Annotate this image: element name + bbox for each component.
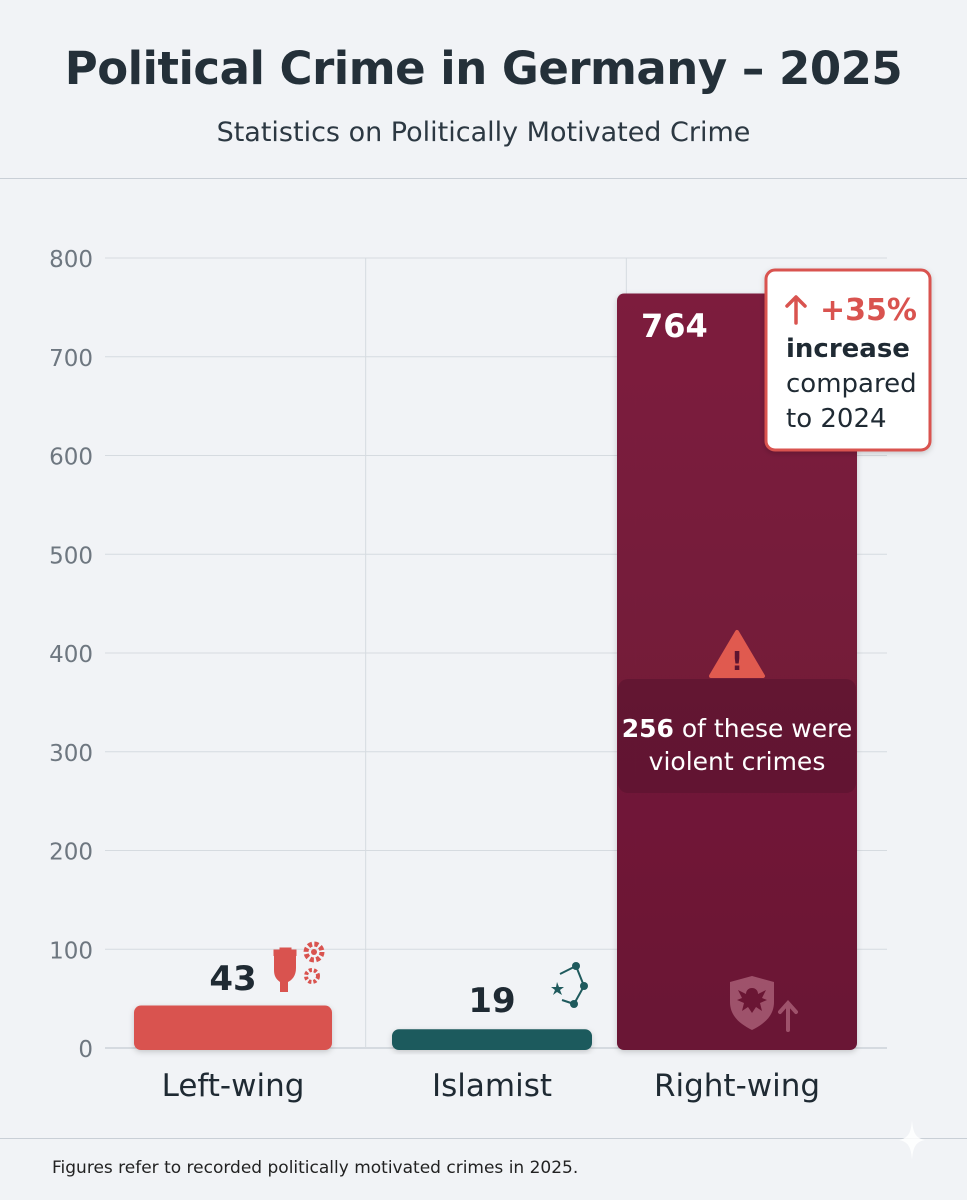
- y-tick-label: 300: [49, 741, 93, 767]
- up-arrow-icon: [785, 295, 807, 325]
- chart-title: Political Crime in Germany – 2025: [64, 42, 903, 95]
- svg-text:!: !: [731, 647, 743, 677]
- y-tick-label: 800: [49, 247, 93, 273]
- footnote: Figures refer to recorded politically mo…: [52, 1158, 579, 1178]
- callout-panel: [618, 679, 856, 793]
- header-divider: [0, 178, 967, 179]
- y-tick-label: 400: [49, 642, 93, 668]
- y-tick-label: 600: [49, 445, 93, 471]
- bar-left-wing: [134, 1005, 332, 1050]
- eagle-shield-arrow-icon: [730, 976, 798, 1032]
- increase-year: to 2024: [786, 404, 887, 434]
- y-tick-label: 700: [49, 346, 93, 372]
- increase-percent: +35%: [820, 293, 917, 328]
- x-tick-label: Right-wing: [654, 1068, 820, 1104]
- data-label: 19: [468, 981, 515, 1021]
- y-tick-label: 0: [78, 1037, 93, 1063]
- violent-count: 256: [622, 714, 674, 743]
- crescent-star-network-icon: [534, 962, 588, 1008]
- violent-crimes-line-1: 256 of these were: [622, 714, 853, 743]
- footer-divider: [0, 1138, 967, 1139]
- increase-callout: +35% increase compared to 2024: [764, 268, 932, 452]
- violent-text-a: of these were: [674, 714, 852, 743]
- increase-label: increase: [786, 334, 910, 364]
- violent-crimes-line-2: violent crimes: [649, 747, 826, 776]
- y-tick-label: 500: [49, 543, 93, 569]
- violent-crimes-callout: ! 256 of these were violent crimes: [618, 630, 856, 793]
- bar-islamist: [392, 1029, 592, 1050]
- chart-subtitle: Statistics on Politically Motivated Crim…: [216, 117, 751, 148]
- data-label: 43: [209, 959, 256, 999]
- increase-compare: compared: [786, 369, 917, 399]
- x-tick-label: Islamist: [432, 1068, 552, 1104]
- y-tick-label: 100: [49, 938, 93, 964]
- raised-fist-gears-icon: [273, 941, 325, 992]
- warning-icon: !: [709, 630, 765, 678]
- sparkle-icon: [899, 1120, 925, 1160]
- callout-panel: [764, 268, 932, 452]
- x-tick-label: Left-wing: [162, 1068, 305, 1104]
- bar-chart: 0 100 200 300 400 500 600 700 800 Left-wing Islami…: [49, 247, 932, 1104]
- data-label: 764: [641, 307, 708, 345]
- y-tick-label: 200: [49, 840, 93, 866]
